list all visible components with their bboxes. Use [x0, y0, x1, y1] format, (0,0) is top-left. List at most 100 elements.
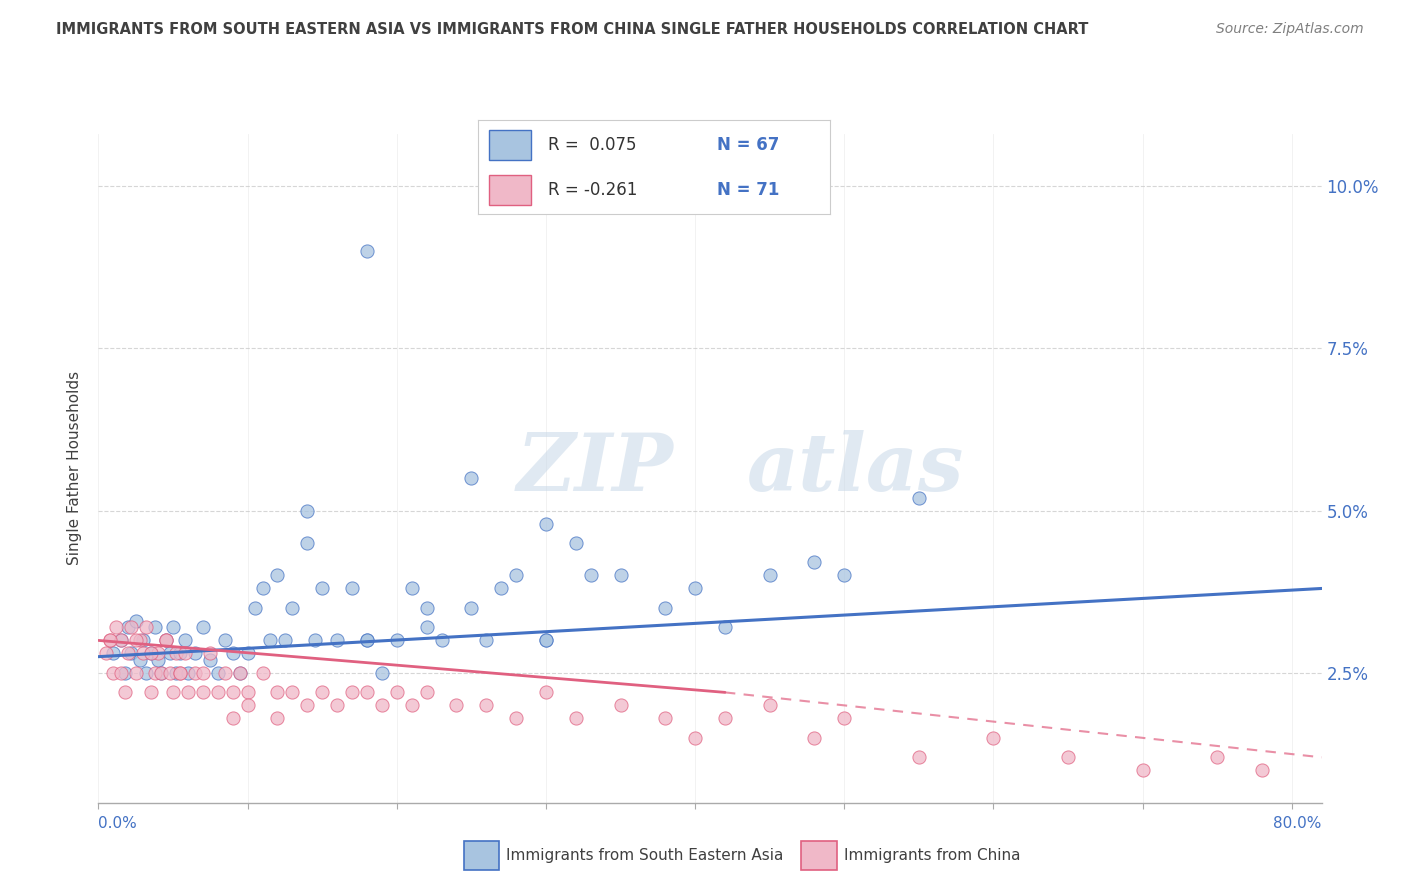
Point	[505, 568, 527, 582]
FancyBboxPatch shape	[489, 129, 531, 160]
Point	[1057, 750, 1080, 764]
Point	[184, 665, 207, 680]
Point	[758, 568, 780, 582]
Point	[534, 516, 557, 531]
Point	[460, 471, 482, 485]
Point	[207, 665, 229, 680]
Point	[129, 653, 152, 667]
Text: 0.0%: 0.0%	[98, 816, 138, 831]
Point	[356, 633, 378, 648]
Text: N = 71: N = 71	[717, 181, 779, 199]
Point	[683, 582, 706, 596]
Point	[714, 711, 737, 725]
Point	[415, 620, 437, 634]
Point	[259, 633, 281, 648]
Point	[356, 685, 378, 699]
Point	[135, 620, 157, 634]
Point	[139, 685, 162, 699]
Point	[117, 647, 139, 661]
Point	[143, 620, 166, 634]
Point	[311, 685, 333, 699]
Point	[1251, 764, 1274, 778]
Point	[146, 653, 169, 667]
Point	[229, 665, 252, 680]
Point	[385, 685, 408, 699]
Point	[132, 647, 155, 661]
Text: R = -0.261: R = -0.261	[548, 181, 638, 199]
Text: ZIP: ZIP	[516, 430, 673, 507]
Point	[132, 633, 155, 648]
Point	[174, 633, 197, 648]
Point	[803, 731, 825, 745]
Point	[326, 698, 349, 713]
Point	[683, 731, 706, 745]
Point	[415, 601, 437, 615]
Point	[1206, 750, 1229, 764]
Point	[252, 665, 274, 680]
Point	[120, 620, 142, 634]
Point	[139, 647, 162, 661]
Point	[135, 665, 157, 680]
Point	[446, 698, 468, 713]
Point	[340, 685, 363, 699]
Point	[908, 750, 931, 764]
Point	[165, 647, 187, 661]
Text: Source: ZipAtlas.com: Source: ZipAtlas.com	[1216, 22, 1364, 37]
Point	[340, 582, 363, 596]
Point	[177, 685, 200, 699]
Point	[832, 711, 855, 725]
Point	[460, 601, 482, 615]
Point	[103, 665, 125, 680]
Point	[214, 665, 236, 680]
Point	[252, 582, 274, 596]
Point	[110, 633, 132, 648]
Point	[184, 647, 207, 661]
Point	[200, 647, 222, 661]
Point	[371, 665, 394, 680]
Point	[169, 647, 191, 661]
Text: N = 67: N = 67	[717, 136, 779, 153]
Point	[159, 665, 181, 680]
Point	[326, 633, 349, 648]
Point	[266, 685, 288, 699]
Point	[579, 568, 602, 582]
Text: IMMIGRANTS FROM SOUTH EASTERN ASIA VS IMMIGRANTS FROM CHINA SINGLE FATHER HOUSEH: IMMIGRANTS FROM SOUTH EASTERN ASIA VS IM…	[56, 22, 1088, 37]
Point	[103, 647, 125, 661]
Point	[150, 665, 173, 680]
Point	[758, 698, 780, 713]
Point	[385, 633, 408, 648]
Point	[169, 665, 191, 680]
Point	[169, 665, 191, 680]
Point	[162, 620, 184, 634]
Point	[430, 633, 453, 648]
Point	[150, 665, 173, 680]
Point	[221, 685, 243, 699]
Text: 80.0%: 80.0%	[1274, 816, 1322, 831]
Point	[714, 620, 737, 634]
Point	[229, 665, 252, 680]
Point	[356, 633, 378, 648]
Point	[311, 582, 333, 596]
Point	[177, 665, 200, 680]
Point	[214, 633, 236, 648]
Point	[236, 698, 259, 713]
Point	[401, 582, 423, 596]
Point	[174, 647, 197, 661]
Point	[565, 536, 588, 550]
Point	[120, 647, 142, 661]
Point	[191, 665, 214, 680]
Point	[983, 731, 1005, 745]
FancyBboxPatch shape	[489, 175, 531, 205]
Point	[534, 633, 557, 648]
Point	[143, 665, 166, 680]
Point	[266, 711, 288, 725]
Point	[908, 491, 931, 505]
Point	[401, 698, 423, 713]
Point	[191, 685, 214, 699]
Point	[243, 601, 266, 615]
Point	[236, 647, 259, 661]
Point	[565, 711, 588, 725]
Point	[274, 633, 297, 648]
Point	[155, 633, 177, 648]
Point	[297, 536, 319, 550]
